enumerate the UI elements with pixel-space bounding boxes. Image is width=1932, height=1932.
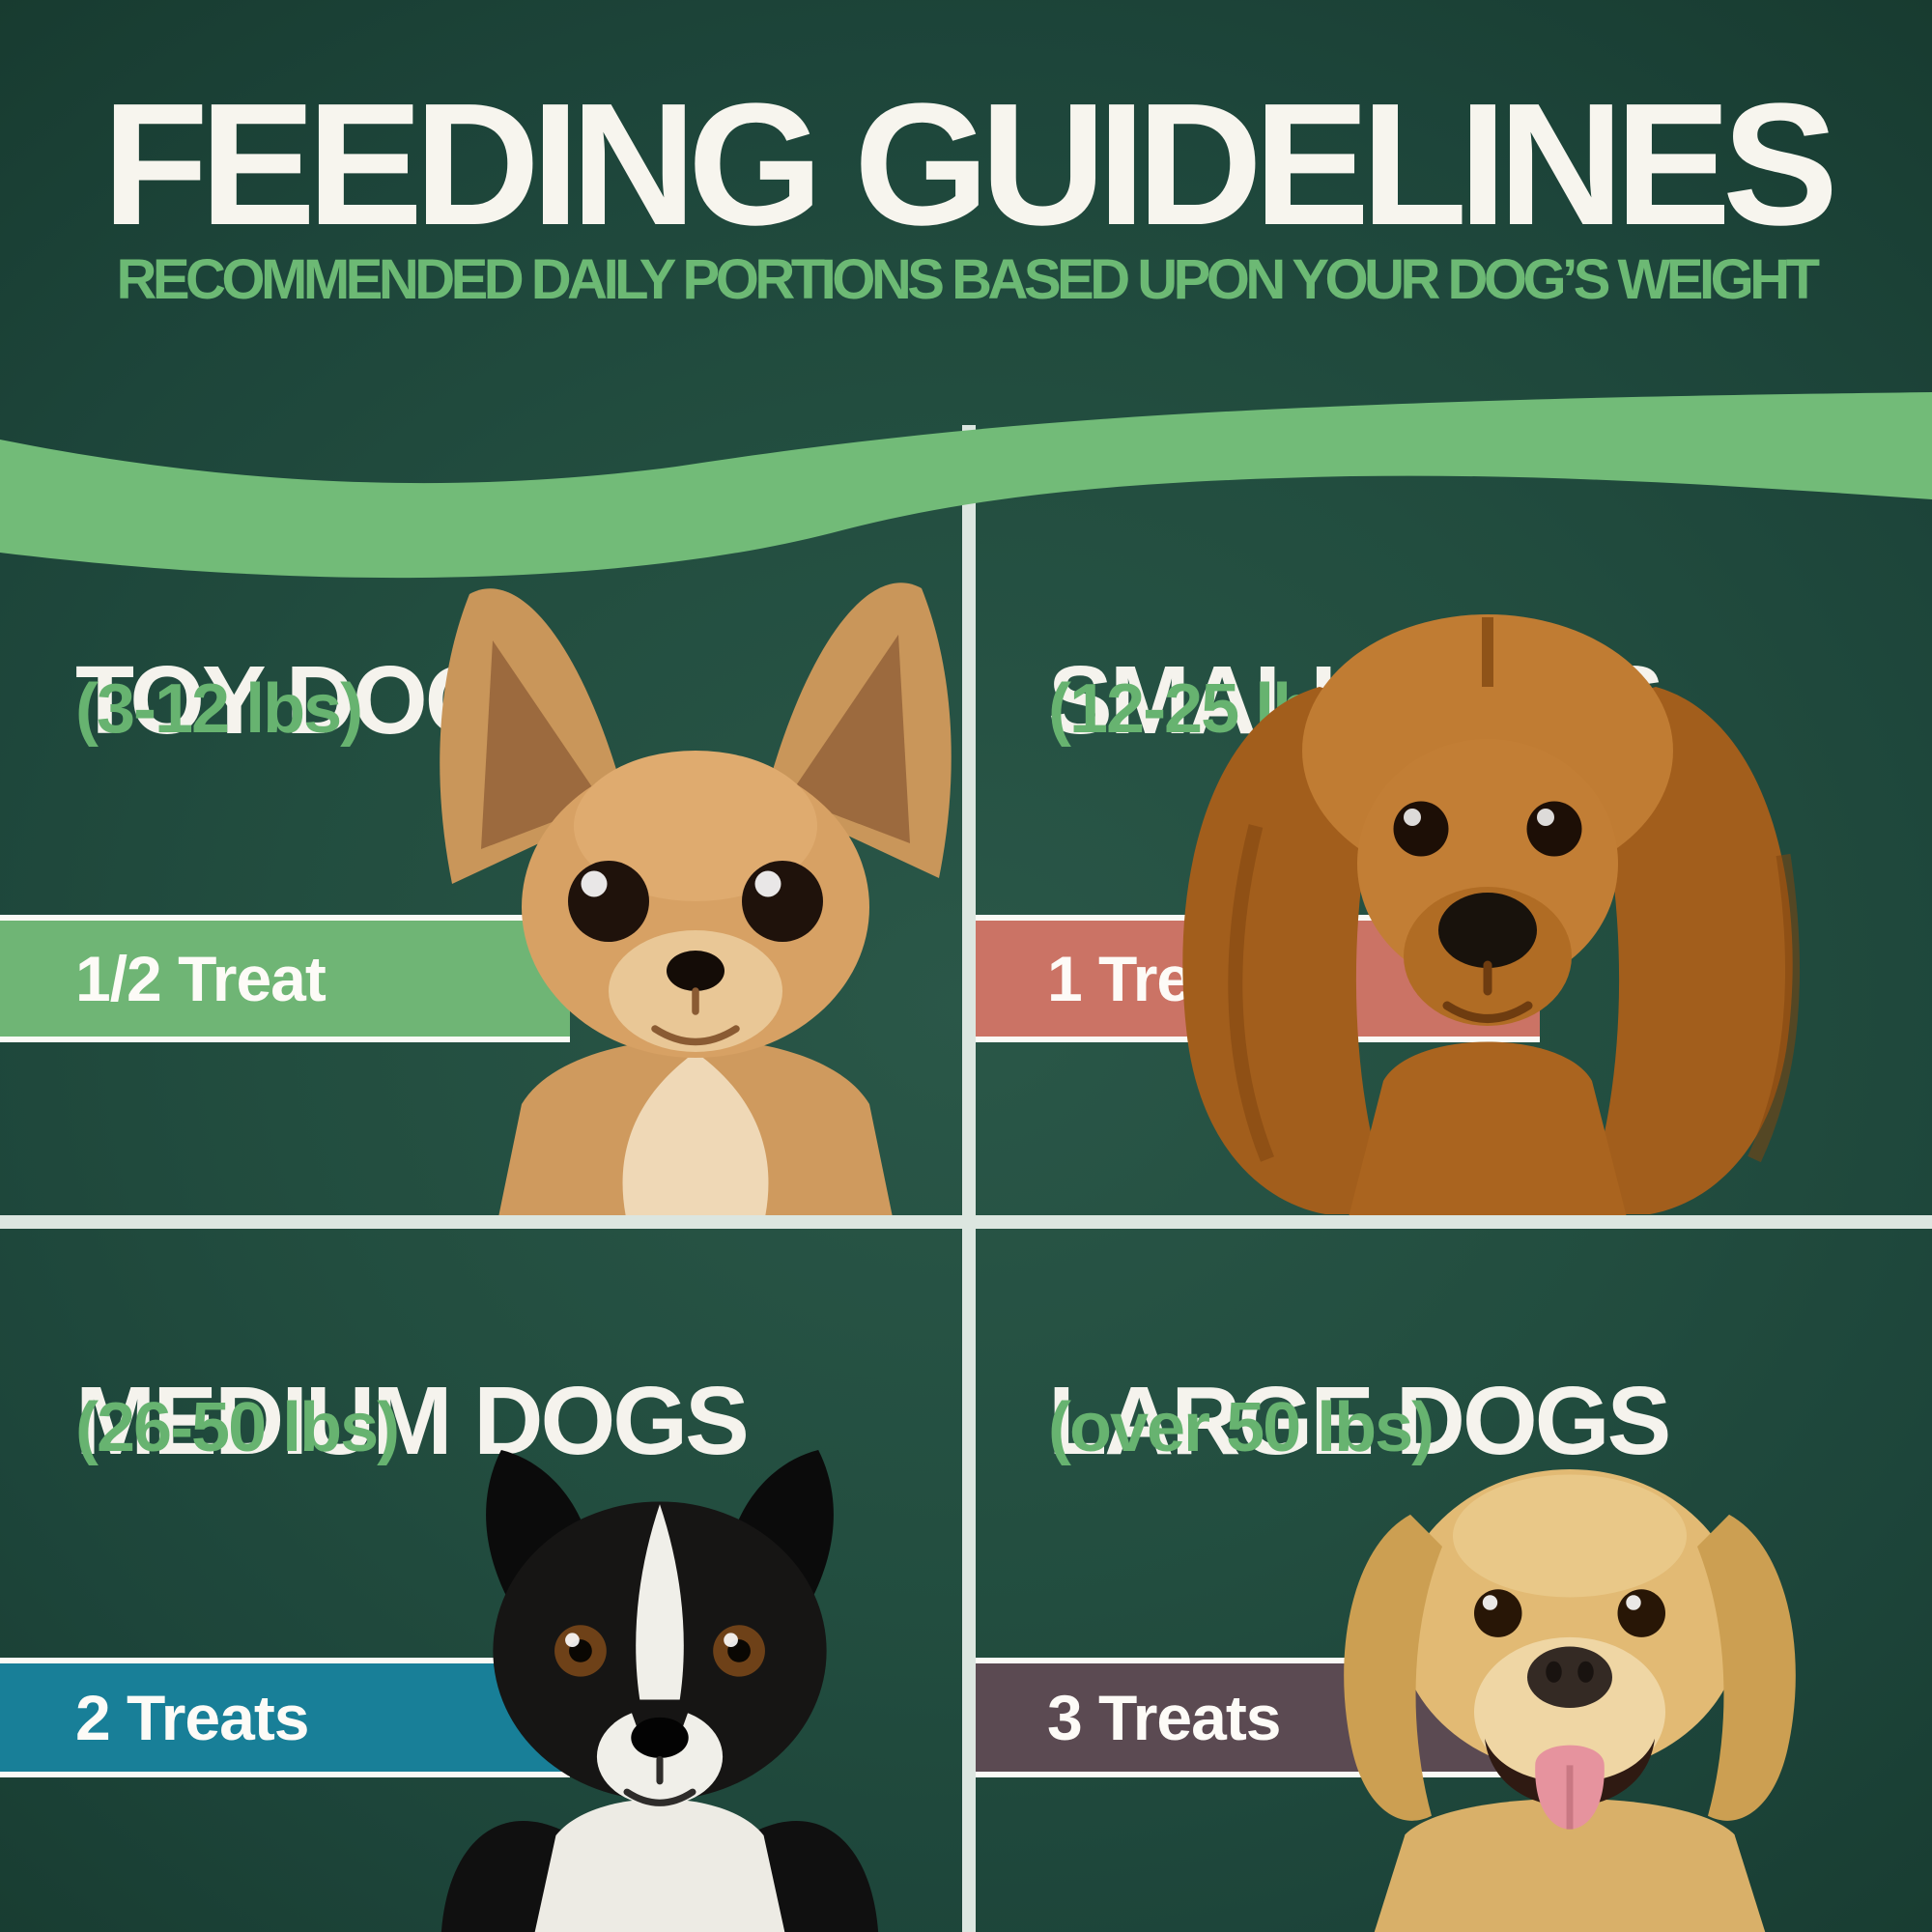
border-collie-illustration bbox=[440, 1450, 879, 1932]
medium-dogs-portion-label: 2 Treats bbox=[75, 1682, 309, 1753]
large-dogs-portion-label: 3 Treats bbox=[1047, 1682, 1281, 1753]
horizontal-divider bbox=[0, 1215, 1932, 1229]
medium-dogs-weight-range: (26-50 lbs) bbox=[75, 1389, 400, 1466]
vertical-divider bbox=[962, 425, 976, 1932]
large-dogs-weight-range: (over 50 lbs) bbox=[1048, 1389, 1435, 1466]
page-title: FEEDING GUIDELINES bbox=[101, 68, 1838, 262]
toy-dogs-weight-range: (3-12 lbs) bbox=[75, 670, 363, 748]
cocker-spaniel-illustration bbox=[1182, 614, 1801, 1215]
quadrant-large-dogs: LARGE DOGS (over 50 lbs) 3 Treats bbox=[976, 1229, 1932, 1932]
golden-retriever-illustration bbox=[1344, 1469, 1796, 1932]
page-subtitle: RECOMMENDED DAILY PORTIONS BASED UPON YO… bbox=[116, 248, 1820, 311]
quadrant-toy-dogs: TOY DOGS (3-12 lbs) 1/2 Treat bbox=[0, 415, 962, 1215]
large-dogs-title: LARGE DOGS bbox=[1048, 1367, 1671, 1475]
medium-dogs-portion-banner: 2 Treats bbox=[0, 1658, 570, 1777]
chihuahua-illustration bbox=[440, 582, 952, 1215]
quadrant-small-dogs: SMALL DOGS (12-25 lbs) 1 Treat bbox=[976, 415, 1932, 1215]
medium-dogs-title: MEDIUM DOGS bbox=[75, 1367, 750, 1475]
quadrant-medium-dogs: MEDIUM DOGS (26-50 lbs) 2 Treats bbox=[0, 1229, 962, 1932]
toy-dogs-portion-label: 1/2 Treat bbox=[75, 943, 327, 1014]
toy-dogs-portion-banner: 1/2 Treat bbox=[0, 915, 570, 1042]
